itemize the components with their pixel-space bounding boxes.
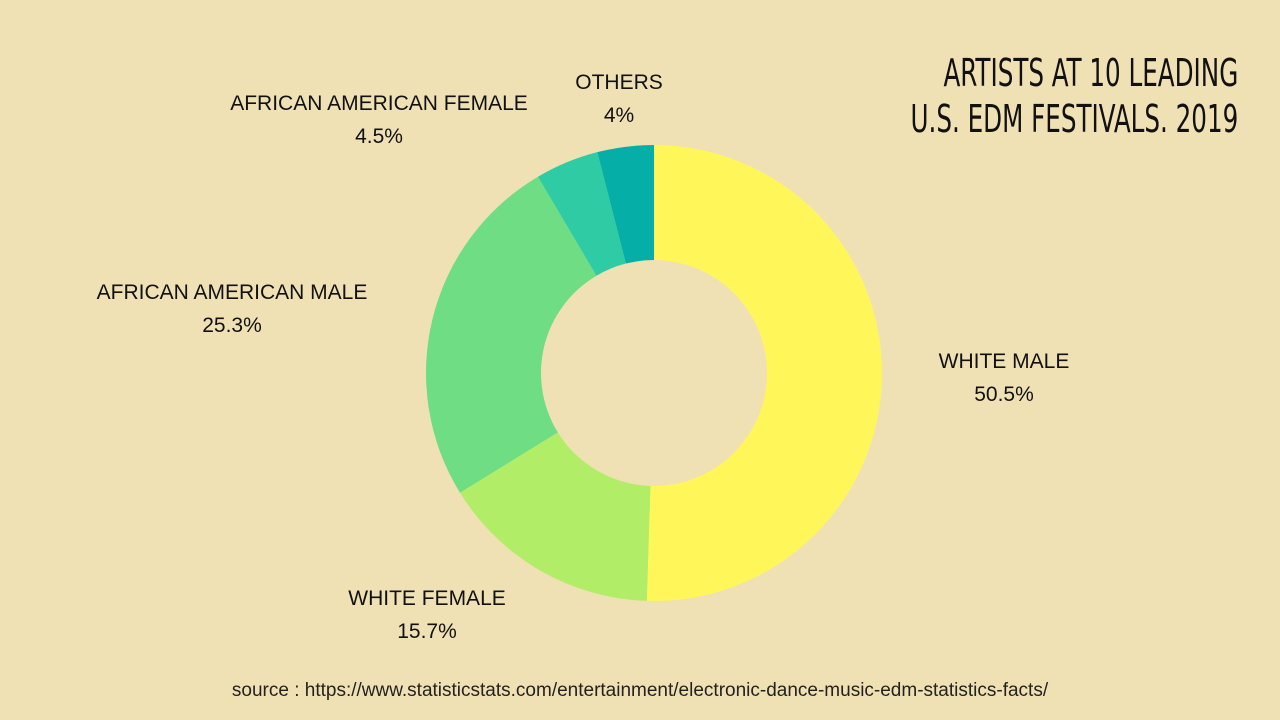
chart-title: ARTISTS AT 10 LEADING U.S. EDM FESTIVALS…: [910, 50, 1238, 142]
chart-title-line-2: U.S. EDM FESTIVALS. 2019: [910, 97, 1238, 141]
slice-label-name: WHITE FEMALE: [348, 587, 506, 610]
slice-label-value: 50.5%: [974, 383, 1034, 406]
slice-white-male: [646, 145, 882, 601]
slice-label-name: WHITE MALE: [938, 350, 1070, 373]
slice-label-value: 4.5%: [355, 125, 403, 148]
slice-label-name: OTHERS: [575, 71, 663, 94]
slice-label: AFRICAN AMERICAN MALE 25.3%: [97, 276, 368, 342]
slice-label: AFRICAN AMERICAN FEMALE 4.5%: [230, 87, 528, 153]
slice-label: WHITE FEMALE 15.7%: [348, 582, 506, 648]
slice-white-female: [459, 432, 651, 601]
slice-label: WHITE MALE 50.5%: [939, 345, 1070, 411]
slice-african-american-female: [537, 152, 626, 276]
slice-african-american-male: [426, 176, 597, 493]
slice-label-value: 4%: [603, 104, 635, 127]
slice-others: [597, 145, 654, 264]
slice-label-name: AFRICAN AMERICAN MALE: [96, 281, 368, 304]
slice-label-name: AFRICAN AMERICAN FEMALE: [230, 92, 528, 115]
slice-label: OTHERS 4%: [575, 66, 663, 132]
slice-label-value: 25.3%: [202, 314, 262, 337]
slice-label-value: 15.7%: [397, 620, 457, 643]
source-note: source : https://www.statisticstats.com/…: [231, 680, 1049, 701]
chart-title-line-1: ARTISTS AT 10 LEADING: [943, 51, 1238, 95]
